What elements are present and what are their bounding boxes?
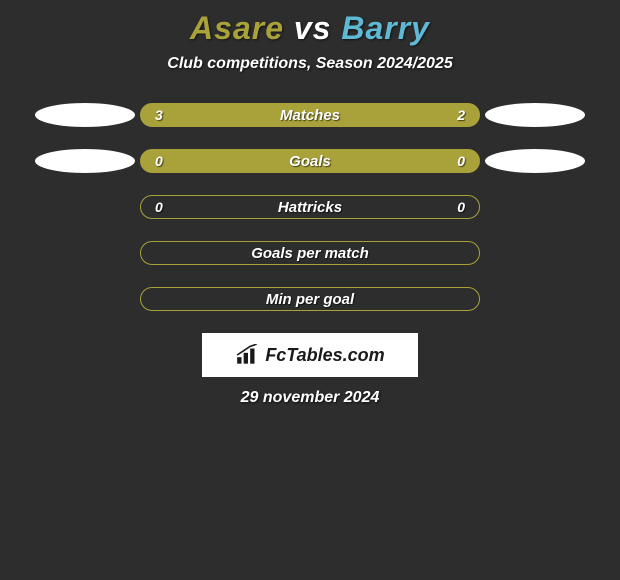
stat-bar: Goals per match bbox=[140, 241, 480, 265]
vs-separator: vs bbox=[294, 10, 332, 46]
stat-bar: Min per goal bbox=[140, 287, 480, 311]
stat-bar: 0Goals0 bbox=[140, 149, 480, 173]
stat-bar: 3Matches2 bbox=[140, 103, 480, 127]
player2-name: Barry bbox=[341, 10, 430, 46]
stat-row: 0Goals0 bbox=[0, 149, 620, 173]
logo-text: FcTables.com bbox=[265, 345, 384, 366]
date-label: 29 november 2024 bbox=[0, 389, 620, 407]
stat-row: 3Matches2 bbox=[0, 103, 620, 127]
stat-row: 0Hattricks0 bbox=[0, 195, 620, 219]
bar-chart-icon bbox=[235, 344, 261, 366]
left-badge-slot bbox=[30, 149, 140, 173]
left-badge-slot bbox=[30, 103, 140, 127]
stat-rows: 3Matches2 0Goals0 0Hattricks0 Goals per mat… bbox=[0, 103, 620, 311]
right-badge-slot bbox=[480, 149, 590, 173]
stat-row: Min per goal bbox=[0, 287, 620, 311]
subtitle: Club competitions, Season 2024/2025 bbox=[0, 55, 620, 73]
page-title: Asare vs Barry bbox=[0, 10, 620, 47]
stat-bar: 0Hattricks0 bbox=[140, 195, 480, 219]
player1-badge bbox=[35, 103, 135, 127]
player1-badge bbox=[35, 149, 135, 173]
stat-label: Goals per match bbox=[141, 245, 479, 262]
comparison-infographic: Asare vs Barry Club competitions, Season… bbox=[0, 0, 620, 407]
stat-row: Goals per match bbox=[0, 241, 620, 265]
player2-badge bbox=[485, 149, 585, 173]
stat-label: Goals bbox=[141, 153, 479, 170]
stat-label: Matches bbox=[141, 107, 479, 124]
source-logo: FcTables.com bbox=[202, 333, 418, 377]
stat-label: Hattricks bbox=[141, 199, 479, 216]
player1-name: Asare bbox=[190, 10, 284, 46]
player2-badge bbox=[485, 103, 585, 127]
stat-label: Min per goal bbox=[141, 291, 479, 308]
right-badge-slot bbox=[480, 103, 590, 127]
